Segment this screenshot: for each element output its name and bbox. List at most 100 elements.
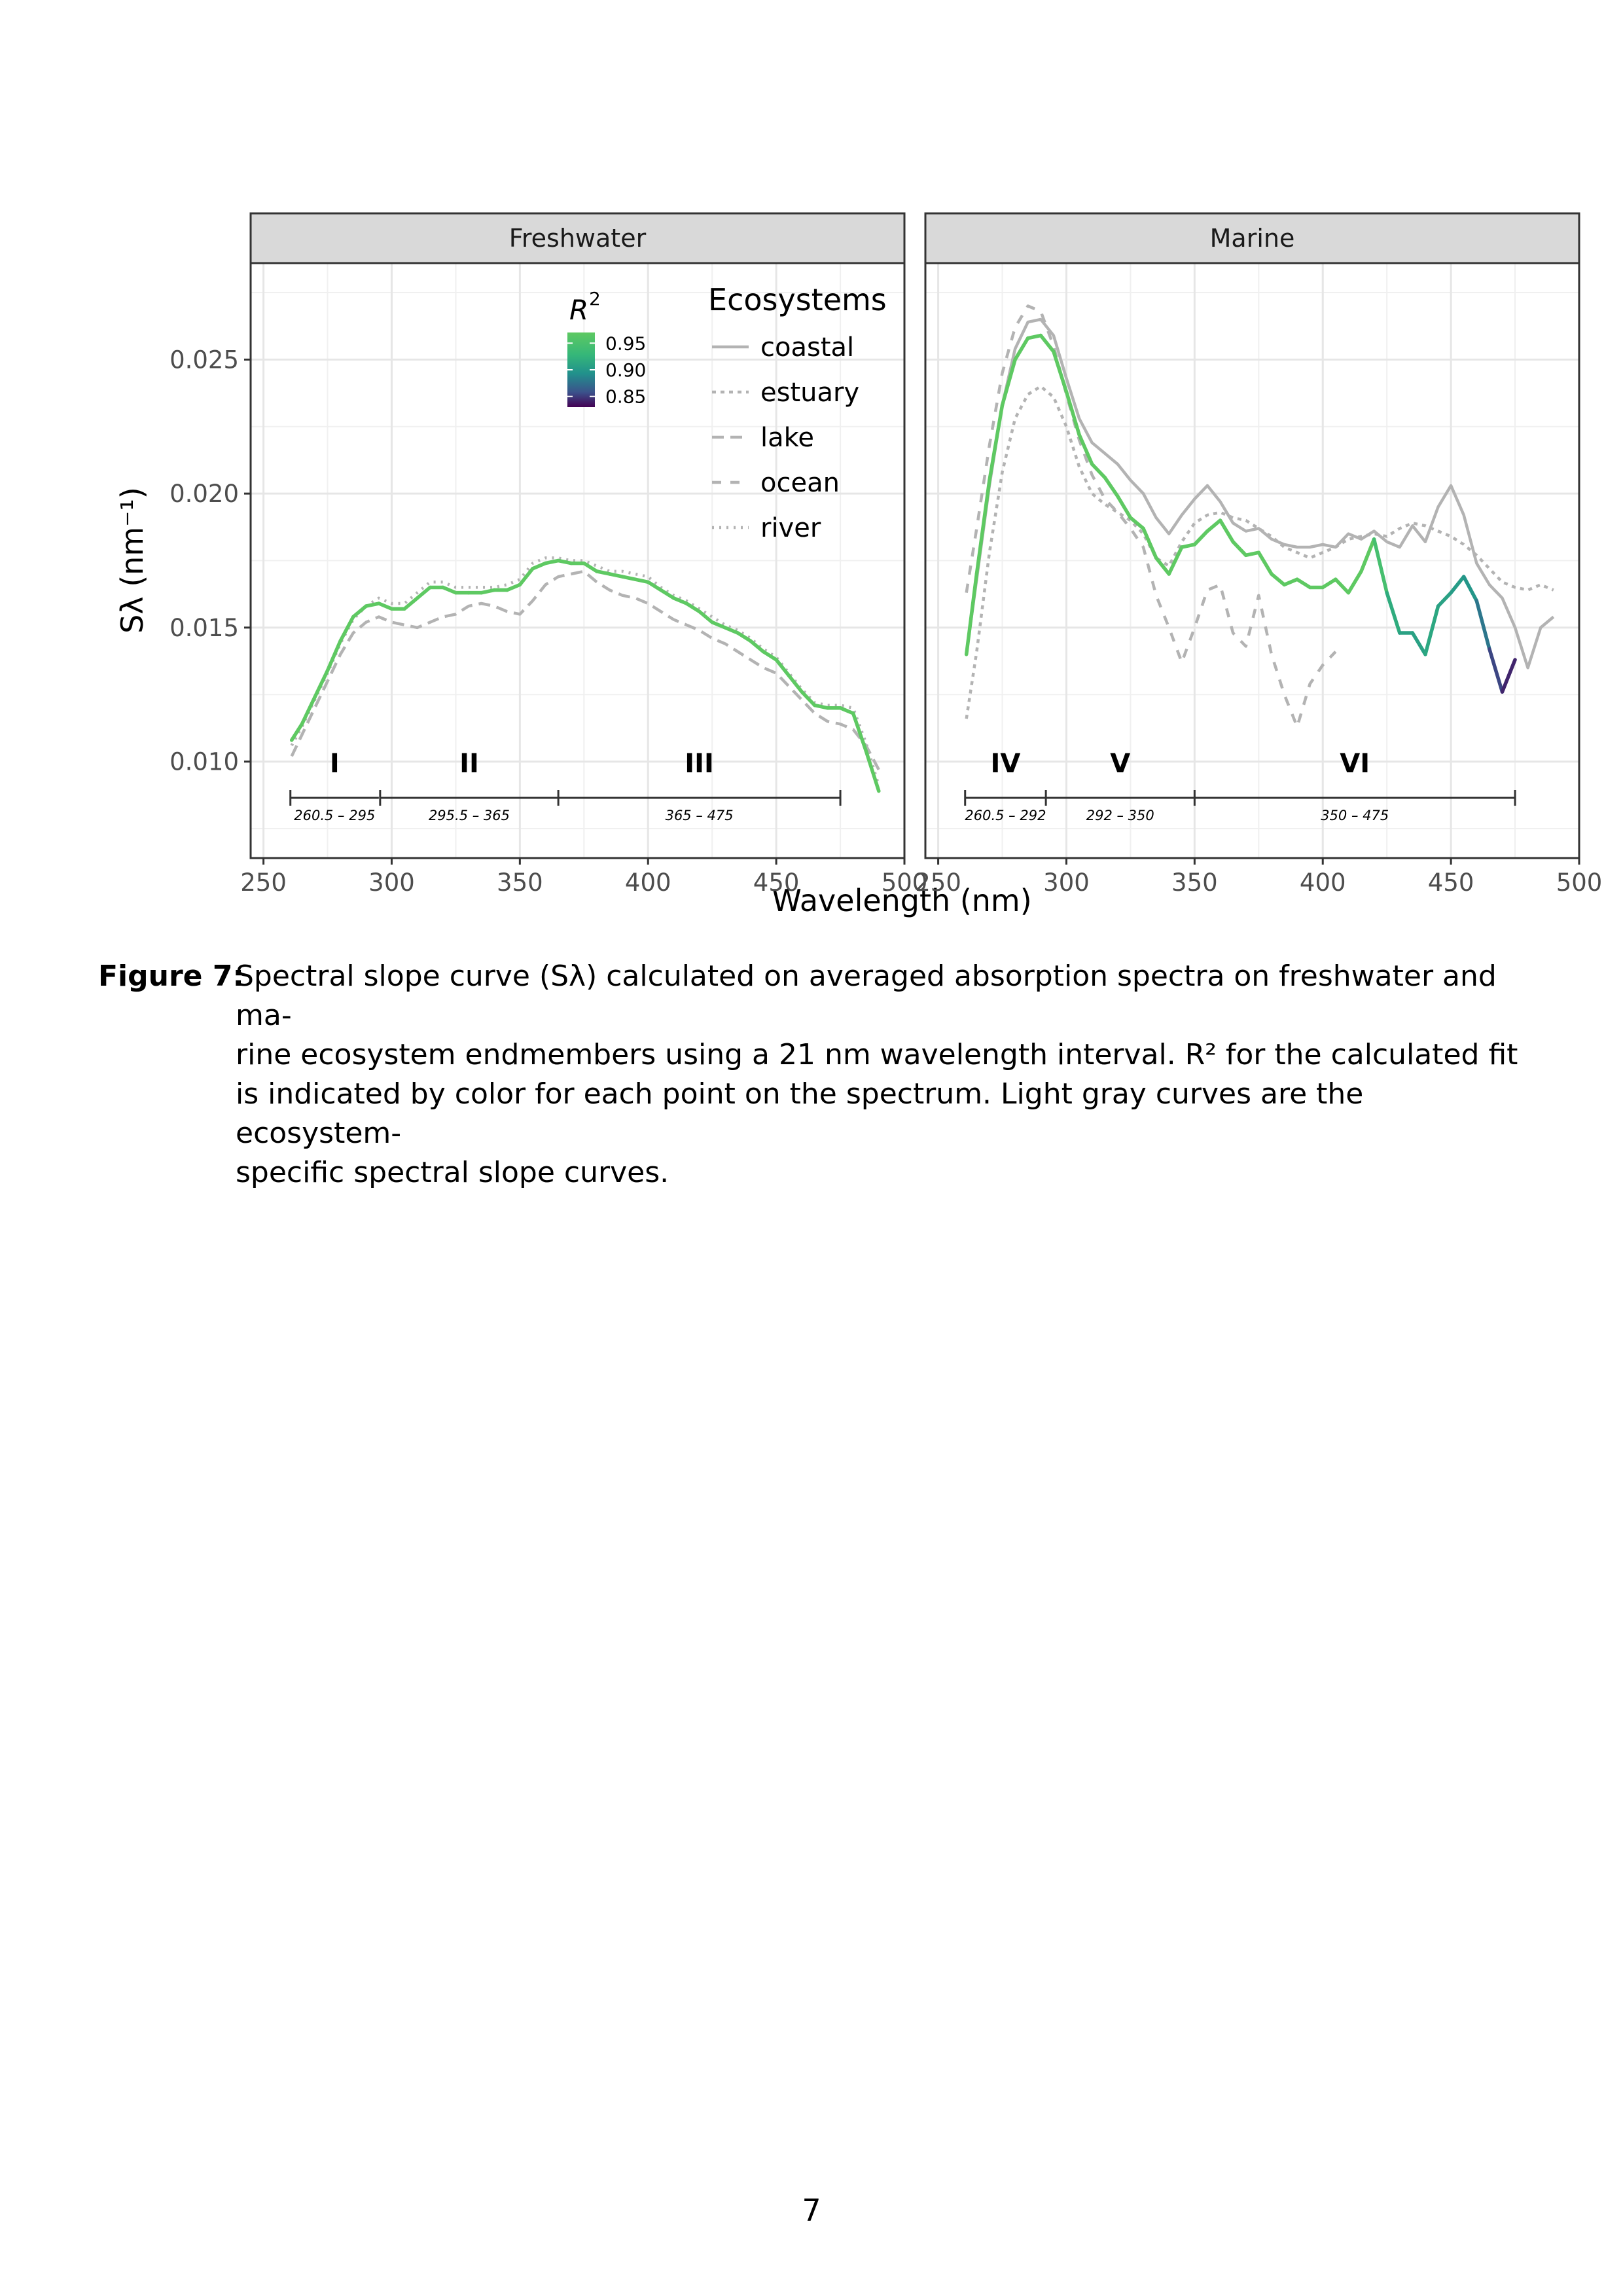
panel-border [249,262,906,859]
x-tick-label: 450 [1428,869,1474,897]
series-all-segment [1116,494,1133,520]
legend-title: Ecosystems [708,282,887,317]
series-river [290,556,880,787]
region-label: I [330,749,340,779]
series-all-segment [1346,569,1363,595]
series-all-segment [685,601,702,614]
region-range: 365 – 475 [666,808,734,823]
series-all-segment [364,601,381,608]
series-all-segment [838,706,855,715]
series-all-segment [313,668,330,700]
series-all-segment [1218,518,1235,544]
series-all-segment [787,673,804,694]
series-all-segment [749,639,766,654]
series-all-segment [1461,575,1479,603]
series-all-segment [1026,333,1043,340]
series-all-segment [1295,577,1312,590]
region-label: II [459,749,479,779]
series-all-segment [1231,540,1248,558]
series-all-segment [1192,529,1209,547]
series-all-segment [531,561,548,571]
colorbar-tick-label: 0.90 [605,359,646,381]
caption-line: is indicated by color for each point on … [236,1077,1364,1150]
series-all-segment [1205,518,1222,533]
y-tick-label: 0.020 [169,480,239,508]
series-all-segment [1257,550,1274,576]
y-axis-label-text: Sλ (nm⁻¹) [115,487,150,634]
series-all-segment [1449,575,1466,595]
series-all-segment [974,478,991,576]
series-all-segment [988,403,1005,482]
colorbar-title: R [569,294,588,326]
series-all-segment [1282,577,1299,587]
region-range: 295.5 – 365 [429,808,510,823]
legend: R 20.95 0.90 0.85 Ecosystems coastal estuary la… [567,282,887,543]
caption-text: Spectral slope curve (Sλ) calculated on … [236,957,1530,1193]
series-all-segment [813,703,830,710]
series-all-segment [761,649,778,662]
caption-label: Figure 7: [98,960,245,993]
series-all-segment [800,690,817,708]
series-all-segment [646,580,663,592]
series-all-segment [864,749,881,793]
series-all-segment [338,615,355,643]
series-all-segment [1500,658,1517,694]
x-tick-label: 400 [625,869,671,897]
region-range: 260.5 – 295 [294,808,375,823]
series-all-segment [1103,475,1120,498]
series-all-segment [351,604,368,619]
legend-entry: ocean [760,468,840,498]
series-all-segment [1167,545,1184,576]
series-all-segment [671,596,688,605]
x-tick-label: 300 [368,869,415,897]
series-all-segment [441,585,458,595]
series-all-segment [1436,590,1453,608]
series-all-segment [774,658,791,678]
series-all-segment [633,577,650,584]
panel-border [924,262,1580,859]
legend-entry: river [760,513,821,543]
series-all-segment [1385,590,1402,635]
series-all-segment [1321,577,1338,590]
spectral-slope-figure: Sλ (nm⁻¹) Wavelength (nm) Freshwater I 260… [115,212,1602,918]
series-all-segment [1128,516,1145,531]
series-all-segment [1000,357,1017,407]
series-coastal [965,317,1555,670]
series-all-segment [723,626,740,635]
x-axis-label: Wavelength (nm) [772,883,1031,918]
y-axis-label: Sλ (nm⁻¹) [115,487,150,634]
panel-strip [249,212,906,264]
x-tick-label: 350 [1171,869,1218,897]
y-tick-label: 0.015 [169,614,239,642]
series-all-segment [1474,599,1491,651]
panel-title: Freshwater [509,224,647,253]
series-all-segment [659,588,676,600]
caption-line: specific spectral slope curves. [236,1156,669,1189]
region-label: V [1110,749,1130,779]
y-tick-label: 0.025 [169,346,239,374]
series-all-segment [1243,550,1261,558]
x-tick-label: 350 [497,869,543,897]
region-label: III [685,749,714,779]
panel-marine: Marine IV 260.5 – 292 V 292 – 350 VI 350 – 475… [915,212,1602,897]
series-all [964,333,1517,694]
series-ocean [965,304,1337,728]
series-lake [290,569,880,770]
caption-line: rine ecosystem endmembers using a 21 nm … [236,1038,1518,1071]
colorbar-tick-label: 0.95 [605,332,646,354]
series-estuary [965,385,1554,719]
series-all-segment [1270,572,1287,587]
legend-entry: estuary [760,378,859,408]
colorbar-title-exponent: 2 [589,288,601,310]
region-range: 350 – 475 [1321,808,1389,823]
legend-entry: lake [760,423,814,453]
page-number: 7 [802,2193,821,2228]
series-all-segment [1334,577,1351,595]
series-all-segment [325,639,342,673]
series-all-segment [1141,526,1158,560]
colorbar-tick-label: 0.85 [605,386,646,408]
x-tick-label: 250 [240,869,287,897]
series-all-segment [851,711,868,753]
legend-entry: coastal [760,332,854,363]
x-tick-label: 300 [1043,869,1090,897]
